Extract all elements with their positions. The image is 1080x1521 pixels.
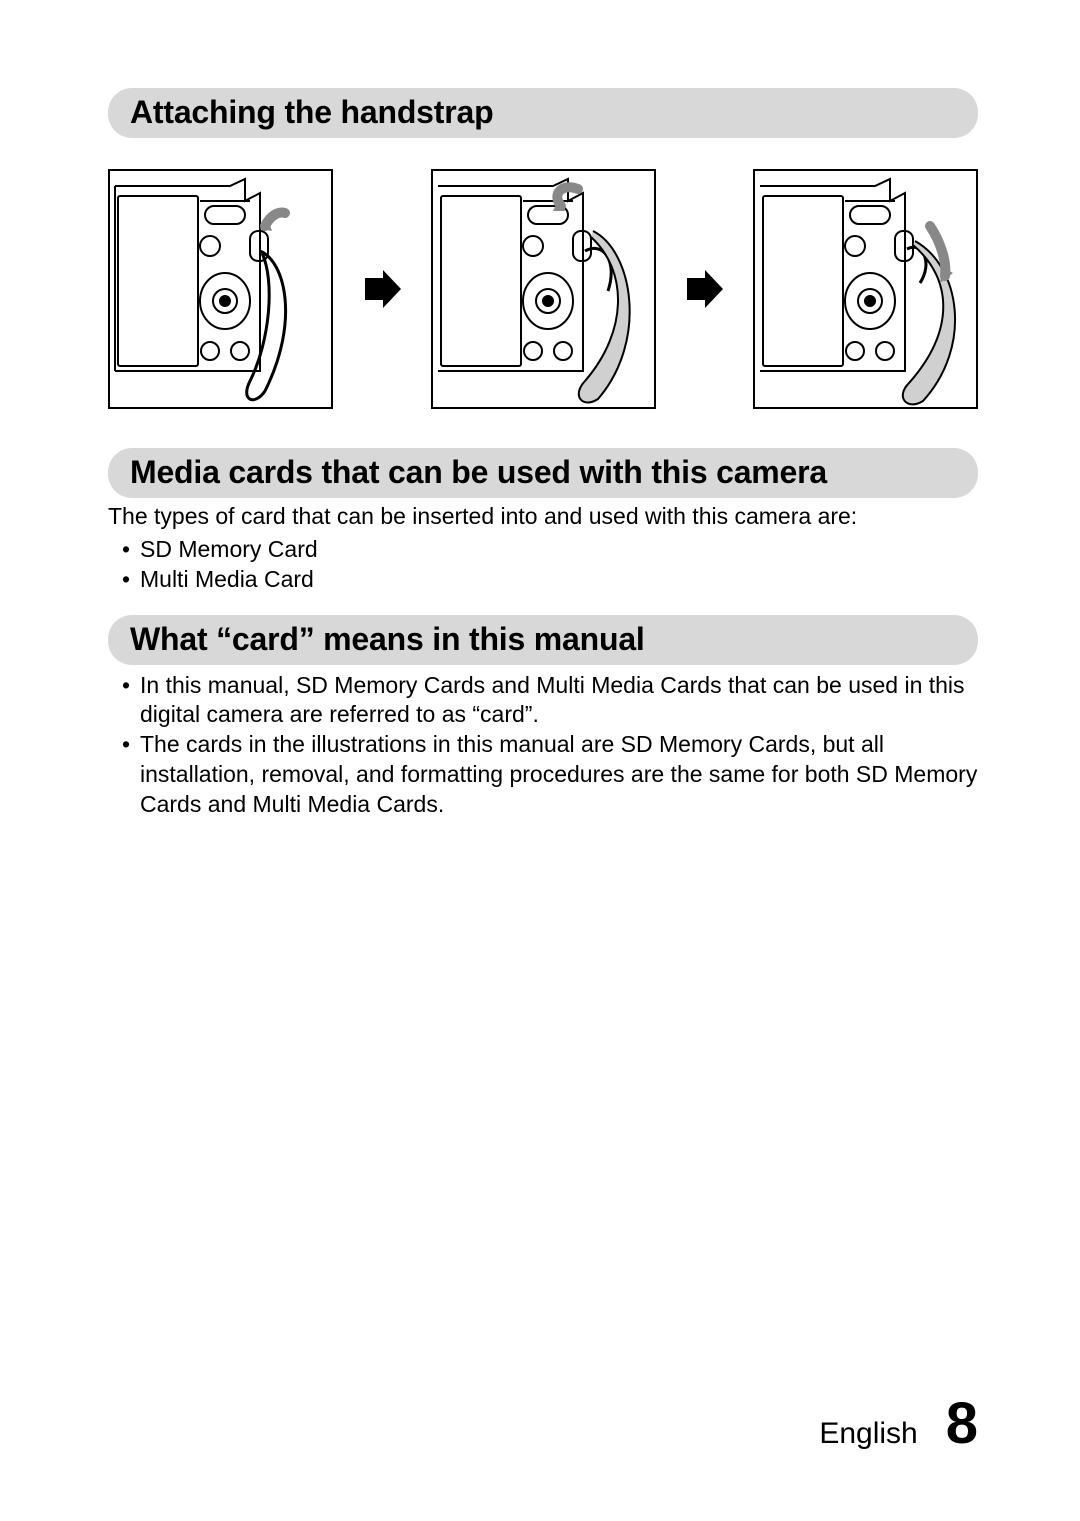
arrow-right-icon xyxy=(675,260,733,318)
list-item: The cards in the illustrations in this m… xyxy=(122,730,978,820)
handstrap-illustration-2 xyxy=(431,169,656,409)
handstrap-illustration-3 xyxy=(753,169,978,409)
handstrap-illustration-1 xyxy=(108,169,333,409)
heading-media-cards: Media cards that can be used with this c… xyxy=(108,448,978,498)
media-cards-intro: The types of card that can be inserted i… xyxy=(108,502,978,531)
footer-language: English xyxy=(819,1417,917,1451)
list-item: Multi Media Card xyxy=(122,565,978,595)
heading-card-meaning: What “card” means in this manual xyxy=(108,615,978,665)
media-cards-list: SD Memory Card Multi Media Card xyxy=(108,535,978,595)
handstrap-illustration-row xyxy=(108,164,978,414)
page-footer: English 8 xyxy=(819,1395,978,1453)
manual-page: Attaching the handstrap xyxy=(0,0,1080,1521)
card-meaning-list: In this manual, SD Memory Cards and Mult… xyxy=(108,671,978,820)
footer-page-number: 8 xyxy=(946,1395,978,1453)
list-item: In this manual, SD Memory Cards and Mult… xyxy=(122,671,978,731)
list-item: SD Memory Card xyxy=(122,535,978,565)
heading-handstrap: Attaching the handstrap xyxy=(108,88,978,138)
arrow-right-icon xyxy=(353,260,411,318)
